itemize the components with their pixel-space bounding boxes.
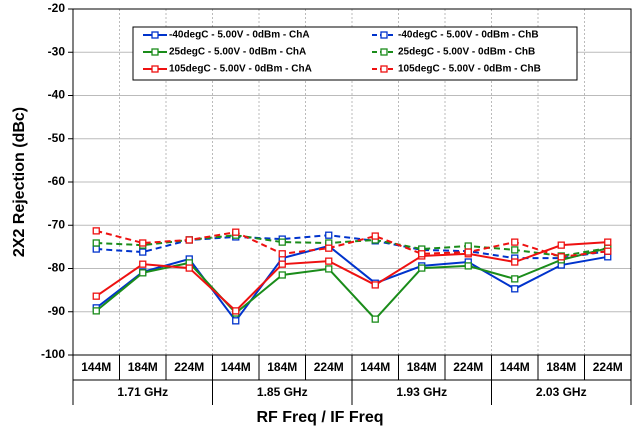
y-axis-title: 2X2 Rejection (dBc) xyxy=(11,107,28,257)
y-tick-label: -50 xyxy=(48,131,66,145)
legend-label: 25degC - 5.00V - 0dBm - ChA xyxy=(169,47,306,58)
legend-marker xyxy=(380,31,388,39)
legend-label: -40degC - 5.00V - 0dBm - ChA xyxy=(169,30,310,41)
point-marker xyxy=(139,239,147,247)
point-marker xyxy=(511,238,519,246)
legend-label: 25degC - 5.00V - 0dBm - ChB xyxy=(398,47,535,58)
point-marker xyxy=(604,247,612,255)
point-marker xyxy=(232,317,240,325)
y-tick-label: -70 xyxy=(48,217,66,231)
y-tick-label: -60 xyxy=(48,174,66,188)
point-marker xyxy=(511,246,519,254)
point-marker xyxy=(371,232,379,240)
series-line xyxy=(95,247,608,321)
point-marker xyxy=(418,264,426,272)
point-marker xyxy=(139,248,147,256)
x-tick-label: 184M xyxy=(546,360,576,374)
point-marker xyxy=(139,260,147,268)
point-marker xyxy=(557,241,565,249)
x-group-label: 1.85 GHz xyxy=(257,385,308,399)
legend-label: -40degC - 5.00V - 0dBm - ChB xyxy=(398,30,539,41)
point-marker xyxy=(604,238,612,246)
x-tick-label: 224M xyxy=(174,360,204,374)
series-line xyxy=(95,241,608,313)
point-marker xyxy=(232,307,240,315)
point-marker xyxy=(232,228,240,236)
legend-box xyxy=(132,26,578,81)
point-marker xyxy=(464,248,472,256)
legend-label: 105degC - 5.00V - 0dBm - ChA xyxy=(169,64,312,75)
point-marker xyxy=(278,260,286,268)
point-marker xyxy=(92,292,100,300)
x-axis-title: RF Freq / IF Freq xyxy=(256,409,383,426)
y-tick-label: -20 xyxy=(48,1,66,15)
point-marker xyxy=(511,275,519,283)
y-tick-label: -80 xyxy=(48,261,66,275)
point-marker xyxy=(325,265,333,273)
point-marker xyxy=(371,281,379,289)
point-marker xyxy=(92,227,100,235)
legend-label: 105degC - 5.00V - 0dBm - ChB xyxy=(398,64,541,75)
point-marker xyxy=(92,307,100,315)
x-tick-label: 144M xyxy=(221,360,251,374)
y-tick-label: -90 xyxy=(48,304,66,318)
x-tick-label: 144M xyxy=(500,360,530,374)
point-marker xyxy=(185,264,193,272)
x-group-label: 2.03 GHz xyxy=(536,385,587,399)
point-marker xyxy=(371,315,379,323)
legend-marker xyxy=(380,48,388,56)
legend-marker xyxy=(380,65,388,73)
point-marker xyxy=(557,253,565,261)
x-tick-label: 184M xyxy=(407,360,437,374)
y-tick-label: -100 xyxy=(41,347,65,361)
x-group-label: 1.71 GHz xyxy=(117,385,168,399)
point-marker xyxy=(139,269,147,277)
point-marker xyxy=(278,238,286,246)
point-marker xyxy=(278,271,286,279)
point-marker xyxy=(464,262,472,270)
point-marker xyxy=(418,250,426,258)
point-marker xyxy=(464,242,472,250)
legend-marker xyxy=(151,31,159,39)
point-marker xyxy=(325,244,333,252)
point-marker xyxy=(185,236,193,244)
series-line xyxy=(96,234,608,257)
x-tick-label: 224M xyxy=(593,360,623,374)
legend-marker xyxy=(151,48,159,56)
point-marker xyxy=(511,258,519,266)
point-marker xyxy=(92,245,100,253)
legend-marker xyxy=(151,65,159,73)
x-tick-label: 144M xyxy=(360,360,390,374)
point-marker xyxy=(511,285,519,293)
series-line xyxy=(95,229,608,258)
y-tick-label: -40 xyxy=(48,88,66,102)
y-tick-label: -30 xyxy=(48,44,66,58)
x-tick-label: 184M xyxy=(267,360,297,374)
x-tick-label: 184M xyxy=(128,360,158,374)
series-line xyxy=(95,244,608,323)
x-group-label: 1.93 GHz xyxy=(396,385,447,399)
x-tick-label: 224M xyxy=(314,360,344,374)
point-marker xyxy=(92,239,100,247)
x-tick-label: 224M xyxy=(453,360,483,374)
point-marker xyxy=(325,231,333,239)
point-marker xyxy=(278,250,286,258)
x-tick-label: 144M xyxy=(81,360,111,374)
point-marker xyxy=(325,257,333,265)
